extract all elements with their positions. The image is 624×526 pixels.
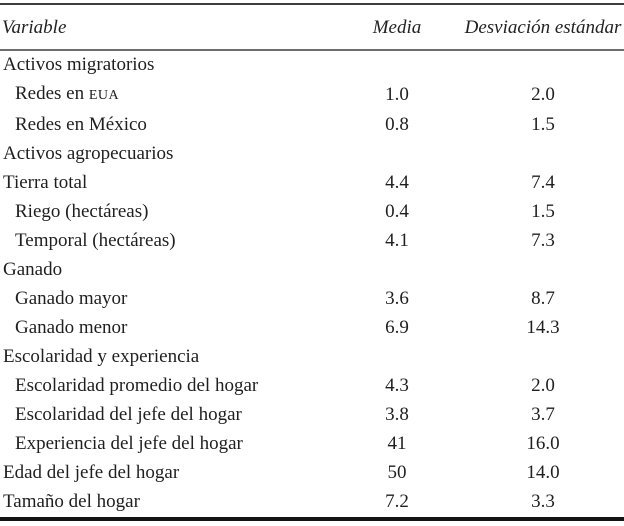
desviacion-value-cell: 3.3 [531, 491, 555, 512]
media-value-cell: 4.4 [385, 172, 409, 193]
media-value-cell: 6.9 [385, 317, 409, 338]
table-body: Activos migratorios Redes en EUA 1.0 2.0 Red… [0, 50, 624, 519]
table-row: Redes en EUA 1.0 2.0 [0, 80, 624, 111]
media-value-cell: 1.0 [385, 84, 409, 105]
variable-cell: Temporal (hectáreas) [15, 230, 176, 251]
table-row: Ganado mayor 3.6 8.7 [0, 285, 624, 314]
variable-cell: Tierra total [3, 172, 88, 193]
table-row: Temporal (hectáreas) 4.1 7.3 [0, 227, 624, 256]
variable-cell: Redes en México [15, 114, 147, 135]
column-header-media: Media [332, 4, 462, 51]
media-value-cell [332, 343, 462, 372]
desviacion-value-cell: 7.4 [531, 172, 555, 193]
variable-cell: Activos agropecuarios [3, 143, 174, 164]
desviacion-value-cell [462, 140, 624, 169]
variable-cell: Activos migratorios [3, 54, 155, 75]
media-value-cell: 4.3 [385, 375, 409, 396]
media-value-cell: 3.6 [385, 288, 409, 309]
media-value-cell: 41 [387, 433, 407, 454]
variable-cell: Ganado menor [15, 317, 128, 338]
desviacion-value-cell: 1.5 [531, 201, 555, 222]
column-header-desviacion-estandar: Desviación estándar [462, 4, 624, 51]
descriptive-statistics-table: Variable Media Desviación estándar Activ… [0, 3, 624, 521]
media-value-cell: 3.8 [385, 404, 409, 425]
desviacion-value-cell [462, 50, 624, 80]
media-value-cell: 0.4 [385, 201, 409, 222]
variable-cell: Escolaridad del jefe del hogar [15, 404, 242, 425]
variable-cell: Riego (hectáreas) [15, 201, 149, 222]
column-header-variable: Variable [0, 4, 332, 51]
variable-cell: Escolaridad y experiencia [3, 346, 200, 367]
variable-cell: Ganado mayor [15, 288, 128, 309]
table-row: Riego (hectáreas) 0.4 1.5 [0, 198, 624, 227]
table-row: Redes en México 0.8 1.5 [0, 111, 624, 140]
desviacion-value-cell: 1.5 [531, 114, 555, 135]
section-row: Escolaridad y experiencia [0, 343, 624, 372]
variable-cell: Ganado [3, 259, 63, 280]
variable-cell: Experiencia del jefe del hogar [15, 433, 243, 454]
desviacion-value-cell: 16.0 [526, 433, 560, 454]
media-value-cell: 7.2 [385, 491, 409, 512]
desviacion-value-cell [462, 256, 624, 285]
media-value-cell: 0.8 [385, 114, 409, 135]
desviacion-value-cell: 8.7 [531, 288, 555, 309]
media-value-cell: 4.1 [385, 230, 409, 251]
variable-cell: Edad del jefe del hogar [3, 462, 180, 483]
media-value-cell [332, 50, 462, 80]
table-row: Ganado menor 6.9 14.3 [0, 314, 624, 343]
desviacion-value-cell: 2.0 [531, 375, 555, 396]
desviacion-value-cell: 2.0 [531, 84, 555, 105]
media-value-cell: 50 [387, 462, 407, 483]
media-value-cell [332, 140, 462, 169]
section-row: Ganado [0, 256, 624, 285]
table-row: Experiencia del jefe del hogar 41 16.0 [0, 430, 624, 459]
section-row: Activos agropecuarios [0, 140, 624, 169]
table-row: Escolaridad promedio del hogar 4.3 2.0 [0, 372, 624, 401]
desviacion-value-cell: 7.3 [531, 230, 555, 251]
desviacion-value-cell: 14.3 [526, 317, 560, 338]
variable-cell: Redes en EUA [15, 83, 120, 104]
table-row: Edad del jefe del hogar 50 14.0 [0, 459, 624, 488]
header-row: Variable Media Desviación estándar [0, 4, 624, 51]
smallcaps-abbreviation: EUA [88, 88, 120, 103]
table-row: Tierra total 4.4 7.4 [0, 169, 624, 198]
desviacion-value-cell [462, 343, 624, 372]
table-row: Escolaridad del jefe del hogar 3.8 3.7 [0, 401, 624, 430]
section-row: Activos migratorios [0, 50, 624, 80]
variable-cell: Escolaridad promedio del hogar [15, 375, 259, 396]
media-value-cell [332, 256, 462, 285]
desviacion-value-cell: 14.0 [526, 462, 560, 483]
variable-cell: Tamaño del hogar [3, 491, 140, 512]
desviacion-value-cell: 3.7 [531, 404, 555, 425]
table-row: Tamaño del hogar 7.2 3.3 [0, 488, 624, 519]
